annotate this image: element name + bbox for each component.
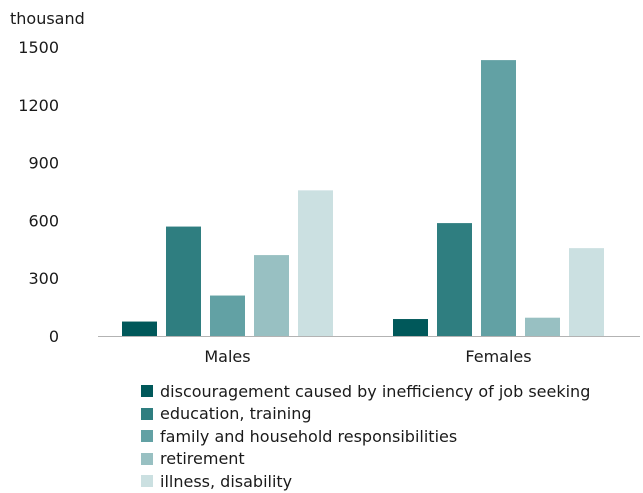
y-axis-ticks: 0 300 600 900 1200 1500 [18, 38, 59, 346]
legend-swatch [141, 452, 153, 465]
bar [122, 321, 157, 336]
legend-label: discouragement caused by inefficiency of… [160, 381, 591, 401]
legend-swatch [141, 407, 153, 420]
x-category-label: Males [204, 347, 250, 366]
x-axis-categories: Males Females [204, 347, 531, 366]
legend-label: illness, disability [160, 471, 293, 491]
y-tick-label: 600 [28, 211, 59, 230]
bar [481, 60, 516, 337]
bar [254, 255, 289, 336]
y-tick-label: 1200 [18, 96, 59, 115]
bar [569, 248, 604, 336]
legend-item: discouragement caused by inefficiency of… [141, 380, 590, 403]
legend-item: education, training [141, 403, 590, 426]
legend-item: retirement [141, 448, 590, 471]
legend-swatch [141, 475, 153, 488]
bar [437, 223, 472, 336]
y-tick-label: 900 [28, 154, 59, 173]
legend-swatch [141, 430, 153, 443]
legend-swatch [141, 385, 153, 398]
bar [210, 295, 245, 336]
bars [122, 60, 604, 337]
legend-item: illness, disability [141, 470, 590, 493]
legend: discouragement caused by inefficiency of… [141, 380, 590, 493]
legend-label: retirement [160, 449, 245, 469]
bar [525, 317, 560, 336]
legend-label: education, training [160, 404, 312, 424]
bar [298, 190, 333, 336]
y-tick-label: 0 [49, 327, 59, 346]
y-tick-label: 1500 [18, 38, 59, 57]
legend-label: family and household responsibilities [160, 426, 458, 446]
legend-item: family and household responsibilities [141, 425, 590, 448]
y-tick-label: 300 [28, 269, 59, 288]
bar [393, 319, 428, 336]
bar [166, 226, 201, 336]
y-unit-label: thousand [10, 9, 85, 28]
x-category-label: Females [465, 347, 531, 366]
